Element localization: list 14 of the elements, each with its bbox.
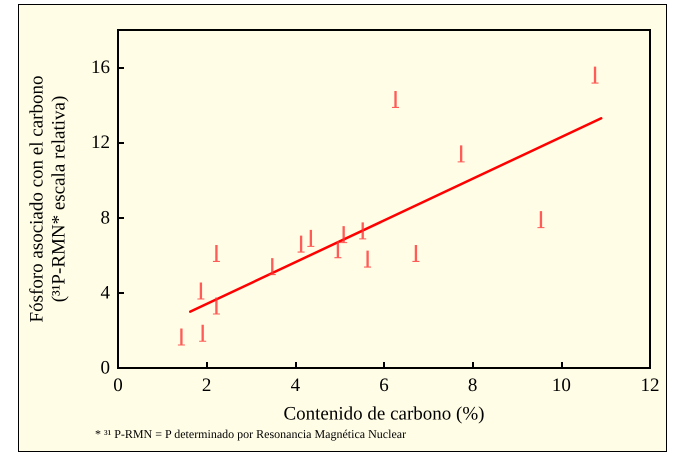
x-tick-label: 6 (379, 375, 389, 396)
x-tick-label: 12 (640, 375, 660, 396)
y-tick-label: 0 (100, 358, 110, 378)
text: * ³¹ P-RMN = P determinado por Resonancia Magnética Nuclear (95, 427, 406, 441)
x-tick-label: 10 (552, 375, 571, 396)
x-axis-title: Contenido de carbono (%) (283, 404, 485, 424)
y-tick-label: 8 (100, 207, 110, 228)
y-tick-label: 12 (91, 132, 110, 154)
y-tick-label: 16 (91, 57, 110, 78)
y-tick-label: 4 (100, 282, 110, 304)
x-tick-label: 4 (290, 375, 301, 396)
x-tick-label: 8 (468, 375, 478, 396)
x-tick-label: 2 (202, 375, 212, 396)
y-axis-title: Fósforo asociado con el carbono (³¹P-RMN* escala relativa) (26, 76, 70, 322)
